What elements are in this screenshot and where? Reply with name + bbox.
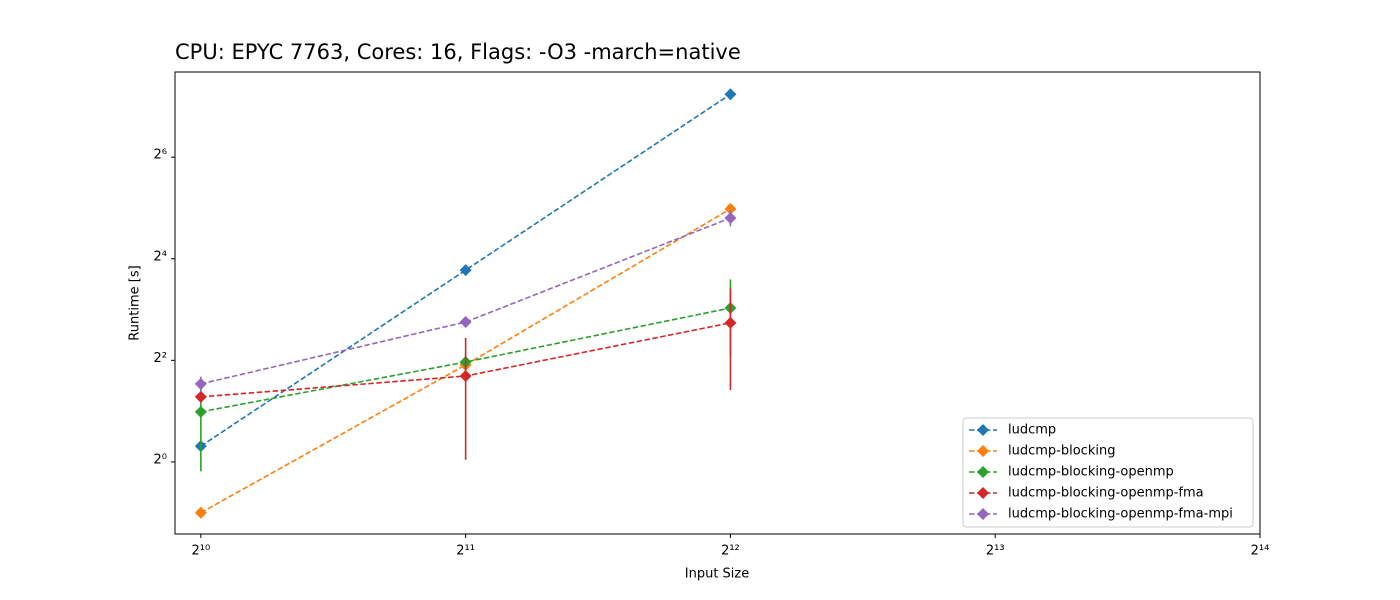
- marker: [194, 506, 207, 519]
- x-axis-label: Input Size: [685, 567, 749, 582]
- legend-box: [962, 417, 1254, 528]
- legend-marker: [977, 466, 989, 478]
- marker: [459, 264, 472, 277]
- marker: [724, 212, 737, 225]
- y-tick-label: 2²: [154, 351, 167, 366]
- legend-label: ludcmp-blocking-openmp: [1008, 465, 1174, 480]
- legend-marker: [977, 508, 989, 520]
- marker: [194, 405, 207, 418]
- x-tick-label: 2¹⁴: [1251, 544, 1270, 559]
- legend: ludcmp ludcmp-blocking ludcmp-blocking-ope…: [962, 417, 1254, 528]
- legend-label: ludcmp-blocking-openmp-fma: [1008, 486, 1204, 501]
- marker: [724, 316, 737, 329]
- marker: [459, 315, 472, 328]
- marker: [724, 88, 737, 101]
- chart-title: CPU: EPYC 7763, Cores: 16, Flags: -O3 -m…: [175, 40, 741, 64]
- legend-label: ludcmp-blocking: [1008, 444, 1115, 459]
- series-line: [200, 93, 731, 447]
- x-tick-label: 2¹³: [986, 544, 1005, 559]
- legend-marker: [977, 445, 989, 457]
- legend-marker: [977, 487, 989, 499]
- series-line: [200, 217, 731, 385]
- y-tick-label: 2⁴: [154, 249, 167, 264]
- series-line: [200, 208, 731, 514]
- legend-marker: [977, 424, 989, 436]
- x-tick-label: 2¹¹: [456, 544, 475, 559]
- marker: [459, 370, 472, 383]
- marker: [194, 377, 207, 390]
- marker: [724, 202, 737, 215]
- y-tick-label: 2⁶: [154, 148, 167, 163]
- y-tick-label: 2⁰: [154, 452, 167, 467]
- legend-label: ludcmp: [1008, 423, 1056, 438]
- y-axis-label: Runtime [s]: [128, 265, 143, 340]
- legend-label: ludcmp-blocking-openmp-fma-mpi: [1008, 507, 1233, 522]
- marker: [194, 390, 207, 403]
- x-tick-label: 2¹²: [721, 544, 740, 559]
- plot-area: [174, 71, 1261, 535]
- x-tick-label: 2¹⁰: [191, 544, 210, 559]
